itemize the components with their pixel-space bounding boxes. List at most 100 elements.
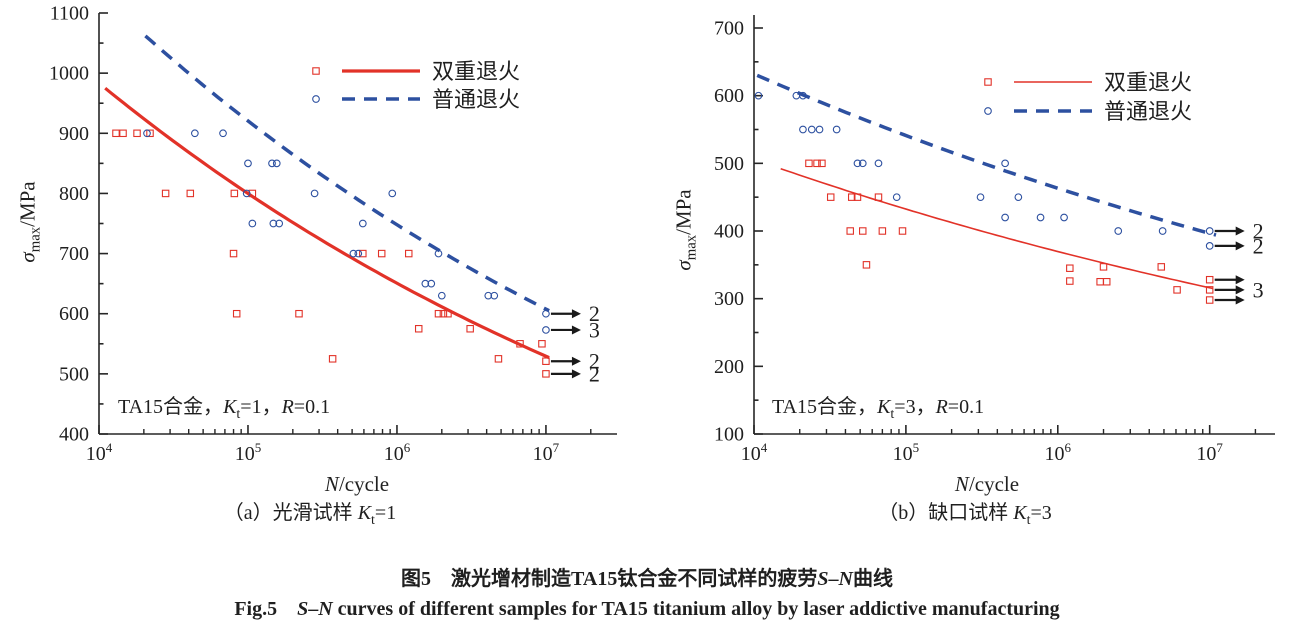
data-point: [219, 129, 227, 138]
data-point: [275, 219, 284, 228]
runout-marker: [1205, 295, 1245, 305]
data-point: [853, 159, 862, 168]
data-point: [143, 129, 151, 138]
runout-count-label: 2: [589, 361, 600, 386]
data-point: [269, 219, 278, 228]
data-point: [516, 340, 524, 348]
legend-label: 双重退火: [432, 59, 520, 84]
data-point: [1060, 213, 1068, 222]
data-point: [272, 159, 281, 168]
x-tick-label: 106: [1045, 440, 1072, 465]
runout-marker: 2: [1205, 219, 1264, 244]
data-point: [1066, 264, 1074, 272]
data-point: [437, 291, 446, 300]
data-point: [268, 159, 276, 168]
runout-count-label: 2: [589, 349, 600, 374]
fit-curve-blue-b: [756, 73, 1217, 237]
x-tick-label: 104: [741, 440, 768, 465]
data-point: [444, 309, 452, 318]
data-point: [349, 249, 358, 258]
data-point: [799, 125, 807, 134]
data-point: [807, 125, 816, 134]
data-point: [230, 189, 239, 198]
data-point: [859, 227, 867, 235]
x-tick-label: 104: [86, 440, 113, 465]
runout-marker: 2: [1205, 233, 1264, 258]
y-tick-label: 1100: [50, 3, 89, 25]
legend-label: 普通退火: [1104, 99, 1192, 124]
y-tick-label: 100: [714, 424, 744, 446]
runout-count-label: 2: [589, 301, 600, 326]
fit-curve-red-a: [104, 86, 550, 360]
data-point: [826, 193, 835, 201]
runout-count-label: 3: [589, 317, 600, 342]
y-tick-label: 700: [714, 18, 744, 40]
data-point: [161, 189, 170, 198]
annotation-b: TA15合金，Kt=3，R=0.1: [772, 396, 985, 422]
data-point: [248, 189, 257, 198]
axes-a: [98, 13, 617, 435]
data-point: [414, 324, 423, 333]
data-point: [295, 309, 303, 318]
data-point: [232, 309, 241, 318]
data-point: [328, 355, 337, 363]
data-point: [494, 355, 503, 363]
data-point: [832, 125, 841, 134]
legend-marker: [312, 95, 320, 103]
y-tick-label: 600: [714, 85, 744, 107]
y-axis-title-b: σmax/MPa: [671, 189, 700, 271]
runout-count-label: 3: [1253, 277, 1264, 302]
data-point: [186, 189, 195, 198]
x-axis-title-b: N/cycle: [954, 472, 1020, 496]
data-point: [813, 159, 821, 168]
data-point: [815, 125, 824, 134]
legend-marker: [984, 78, 992, 86]
figure-caption-en: Fig.5 S–N curves of different samples fo…: [234, 598, 1060, 620]
runout-marker: 2: [542, 349, 600, 374]
y-tick-label: 500: [59, 363, 89, 385]
data-point: [878, 227, 887, 235]
runout-count-label: 2: [1253, 219, 1264, 244]
data-point: [1001, 213, 1009, 222]
series-red-b: [805, 159, 1181, 294]
data-point: [466, 324, 474, 333]
fit-curve-red-b: [780, 167, 1214, 290]
data-point: [119, 129, 127, 138]
y-axis-title-a: σmax/MPa: [15, 181, 44, 263]
series-blue-a: [143, 129, 499, 300]
data-point: [1001, 159, 1009, 168]
data-point: [354, 249, 363, 258]
runout-marker: 2: [542, 361, 600, 386]
data-point: [490, 291, 499, 300]
runout-count-label: 2: [1253, 233, 1264, 258]
data-point: [898, 227, 907, 235]
y-tick-label: 1000: [49, 63, 89, 85]
data-point: [1158, 227, 1167, 235]
data-point: [421, 279, 430, 288]
data-point: [191, 129, 199, 138]
subcaption-b: （b）缺口试样 Kt=3: [878, 502, 1052, 528]
x-tick-label: 105: [893, 440, 920, 465]
data-point: [434, 249, 443, 258]
axes-b: [753, 15, 1275, 435]
legend-label: 普通退火: [432, 87, 520, 112]
data-point: [1102, 277, 1111, 286]
data-point: [818, 159, 826, 168]
legend-marker: [984, 107, 992, 115]
data-point: [846, 227, 854, 235]
data-point: [1173, 286, 1181, 294]
data-point: [1099, 263, 1108, 271]
data-point: [858, 159, 867, 168]
y-tick-label: 200: [714, 356, 744, 378]
y-tick-label: 800: [59, 183, 89, 205]
data-point: [1014, 193, 1023, 202]
series-blue-b: [754, 91, 1167, 235]
data-point: [847, 193, 856, 201]
data-point: [1096, 277, 1104, 286]
data-point: [805, 159, 813, 168]
legend-label: 双重退火: [1104, 70, 1192, 95]
